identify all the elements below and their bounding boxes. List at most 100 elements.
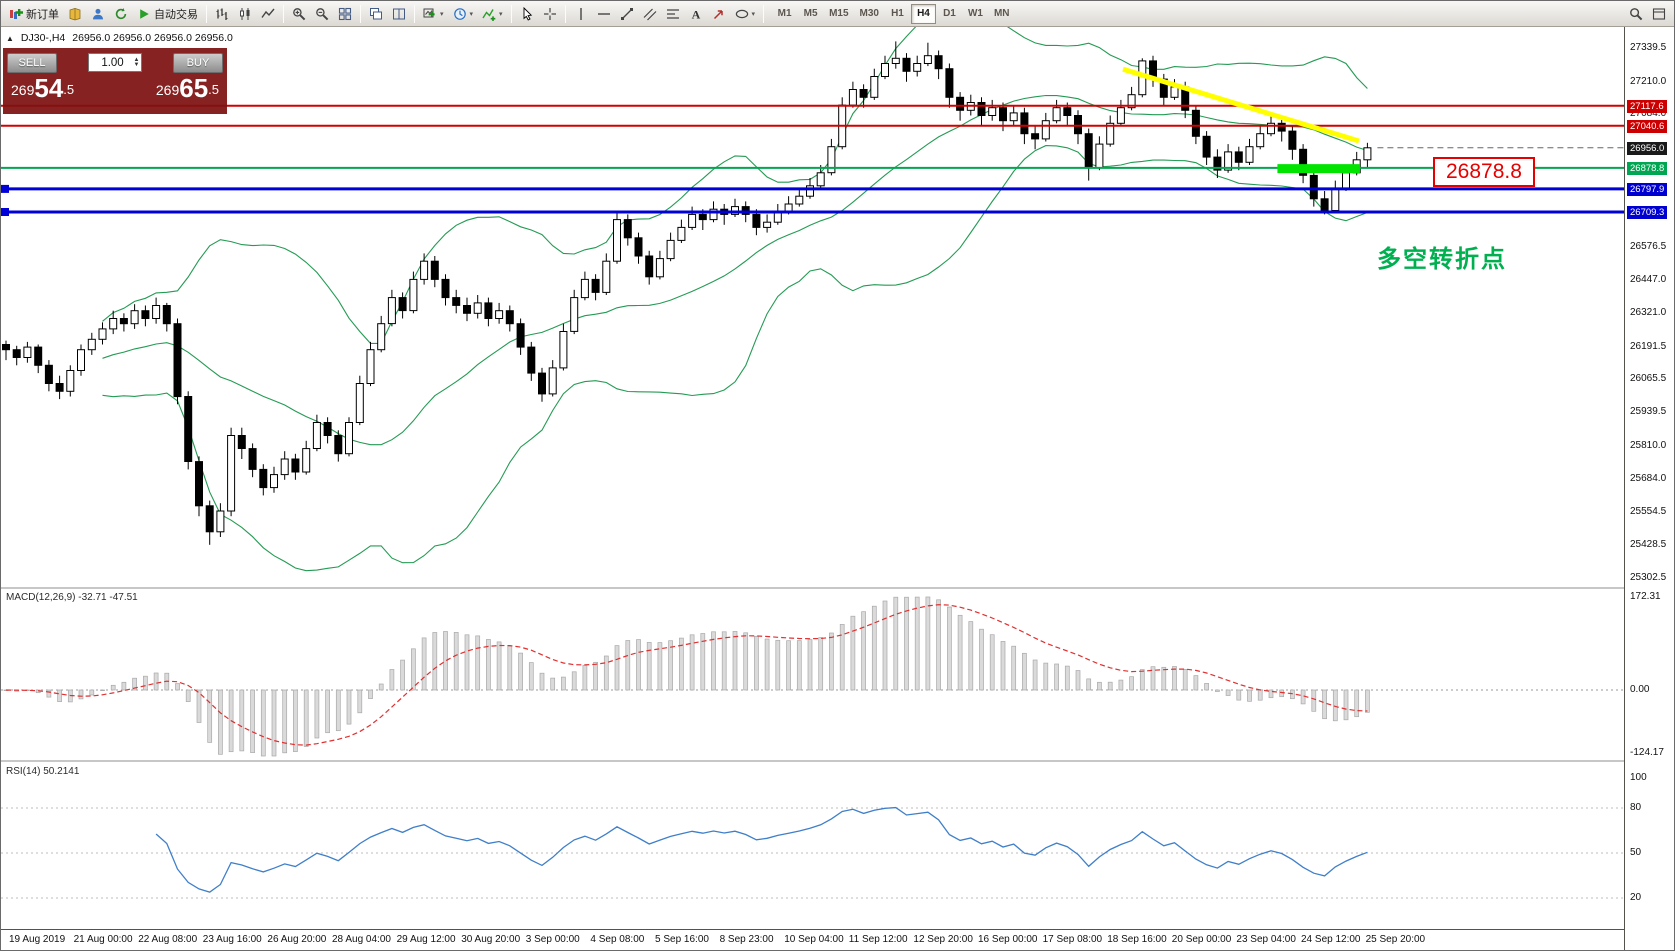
arrows-tool[interactable] [708, 3, 730, 25]
mql-editor-button[interactable] [64, 3, 86, 25]
time-label: 30 Aug 20:00 [461, 934, 521, 945]
ask-price: 269 65.5 [155, 73, 219, 103]
toolbar-separator [414, 4, 415, 23]
chart-line-button[interactable] [257, 3, 279, 25]
time-label: 26 Aug 20:00 [267, 934, 327, 945]
book-icon [68, 7, 82, 21]
price-callout[interactable]: 26878.8 [1433, 157, 1535, 187]
buy-button[interactable]: BUY [172, 52, 223, 73]
time-label: 22 Aug 08:00 [138, 934, 198, 945]
price-tick-label: 26576.5 [1630, 240, 1667, 252]
timeframe-m30[interactable]: M30 [855, 4, 884, 24]
cascade-windows-button[interactable] [365, 3, 387, 25]
chart-bars-button[interactable] [211, 3, 233, 25]
toolbar-separator [206, 4, 207, 23]
price-tick-label: 26447.0 [1630, 274, 1667, 286]
volume-field[interactable]: 1.00 ▲ ▼ [87, 53, 143, 72]
new-order-icon [9, 7, 23, 21]
main-toolbar: 新订单 自动交易 ▾ ▾ ▾ A ▾ M1 M5 M15 M30 H1 H4 D1 W1 MN [1, 1, 1674, 27]
cursor-tool[interactable] [516, 3, 538, 25]
time-label: 12 Sep 20:00 [913, 934, 973, 945]
chevron-down-icon: ▾ [751, 10, 756, 18]
price-tick-label: 25939.5 [1630, 406, 1667, 418]
price-tick-label: 100 [1630, 772, 1647, 783]
price-tick-label: 27210.0 [1630, 75, 1667, 87]
price-tick-label: 172.31 [1630, 591, 1661, 602]
price-tick-label: 26065.5 [1630, 373, 1667, 385]
sell-button[interactable]: SELL [7, 52, 57, 73]
crosshair-tool[interactable] [539, 3, 561, 25]
time-label: 29 Aug 12:00 [396, 934, 456, 945]
search-button[interactable] [1625, 3, 1647, 25]
chevron-down-icon: ▾ [499, 10, 503, 18]
rsi-label: RSI(14) 50.2141 [6, 766, 80, 777]
shapes-icon [735, 7, 749, 21]
tile-horizontal-button[interactable] [388, 3, 410, 25]
time-label: 23 Aug 16:00 [202, 934, 262, 945]
tile-icon [392, 7, 406, 21]
trendline-tool[interactable] [616, 3, 638, 25]
turning-point-note[interactable]: 多空转折点 [1377, 246, 1507, 273]
timeframe-w1[interactable]: W1 [963, 4, 988, 24]
time-label: 10 Sep 04:00 [784, 934, 844, 945]
zoom-in-button[interactable] [288, 3, 310, 25]
chart-title: ▲ DJ30-,H4 26956.0 26956.0 26956.0 26956… [6, 32, 233, 44]
price-badge: 26709.3 [1627, 205, 1668, 219]
chart-candles-button[interactable] [234, 3, 256, 25]
window-list-button[interactable] [1648, 3, 1670, 25]
shapes-tool[interactable]: ▾ [731, 3, 760, 25]
zoom-out-button[interactable] [311, 3, 333, 25]
new-order-button-label: 新订单 [26, 8, 59, 21]
profiles-button[interactable]: ▾ [449, 3, 478, 25]
price-tick-label: 25302.5 [1630, 572, 1667, 583]
svg-text:A: A [691, 7, 700, 21]
toolbar-separator [360, 4, 361, 23]
search-icon [1629, 7, 1643, 21]
timeframe-m15[interactable]: M15 [824, 4, 853, 24]
hline-tool[interactable] [593, 3, 615, 25]
one-click-trading-panel: SELL 1.00 ▲ ▼ BUY 269 54.5 269 65.5 [3, 48, 227, 114]
chevron-down-icon: ▾ [440, 10, 444, 18]
hline-icon [597, 7, 611, 21]
text-tool[interactable]: A [685, 3, 707, 25]
market-watch-button[interactable] [87, 3, 109, 25]
autotrading-button-label: 自动交易 [154, 8, 198, 21]
timeframe-h4[interactable]: H4 [910, 3, 936, 24]
time-axis[interactable]: 19 Aug 2019 21 Aug 00:00 22 Aug 08:00 23 Au… [1, 929, 1624, 950]
timeframe-mn[interactable]: MN [989, 4, 1015, 24]
refresh-button[interactable] [110, 3, 132, 25]
spin-down-icon[interactable]: ▼ [133, 61, 140, 68]
spin-up-icon[interactable]: ▲ [133, 56, 140, 63]
time-label: 11 Sep 12:00 [848, 934, 908, 945]
price-badge: 26797.9 [1627, 182, 1668, 196]
tile-windows-button[interactable] [334, 3, 356, 25]
toolbar-separator [283, 4, 284, 23]
indicators-button[interactable]: ▾ [478, 3, 507, 25]
cursor-icon [520, 6, 534, 21]
indicator-icon [482, 7, 496, 21]
price-tick-label: 0.00 [1630, 684, 1650, 695]
price-tick-label: 25554.5 [1630, 506, 1667, 518]
user-icon [91, 7, 105, 21]
new-order-button[interactable]: 新订单 [5, 3, 63, 25]
volume-spinner[interactable]: ▲ ▼ [133, 56, 140, 68]
price-axis[interactable]: 27339.5 27210.0 27084.0 26576.5 26447.0 26321… [1624, 27, 1674, 950]
time-label: 28 Aug 04:00 [332, 934, 391, 945]
price-badge: 26956.0 [1627, 141, 1668, 155]
new-chart-button[interactable]: ▾ [419, 3, 448, 25]
time-label: 5 Sep 16:00 [655, 934, 709, 945]
oneclick-collapse-icon[interactable]: ▲ [6, 33, 14, 43]
timeframe-d1[interactable]: D1 [937, 4, 962, 24]
time-label: 25 Sep 20:00 [1365, 934, 1426, 945]
timeframe-m1[interactable]: M1 [772, 4, 797, 24]
fibonacci-tool[interactable] [662, 3, 684, 25]
vline-tool[interactable] [570, 3, 592, 25]
time-label: 24 Sep 12:00 [1301, 934, 1361, 945]
time-label: 19 Aug 2019 [9, 934, 66, 945]
timeframe-m5[interactable]: M5 [798, 4, 823, 24]
channel-tool[interactable] [639, 3, 661, 25]
autotrading-button[interactable]: 自动交易 [133, 3, 202, 25]
timeframe-h1[interactable]: H1 [885, 4, 910, 24]
